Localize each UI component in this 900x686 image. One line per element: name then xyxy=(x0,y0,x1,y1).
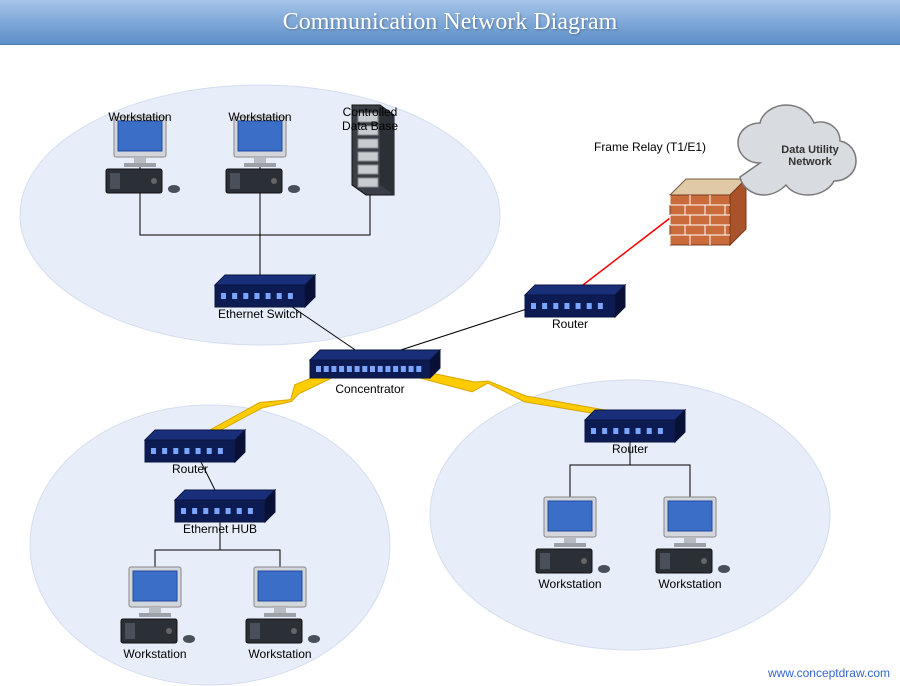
node-label: Workstation xyxy=(123,647,186,661)
node-label: Workstation xyxy=(248,647,311,661)
node-eth_hub xyxy=(175,490,275,522)
node-label: Frame Relay (T1/E1) xyxy=(594,140,706,154)
node-label: Workstation xyxy=(228,110,291,124)
node-router_top xyxy=(525,285,625,317)
node-label: Router xyxy=(172,462,208,476)
node-router_br xyxy=(585,410,685,442)
node-label: Ethernet HUB xyxy=(183,522,257,536)
node-label: Controlled xyxy=(343,105,398,119)
header-bar: Communication Network Diagram xyxy=(0,0,900,45)
node-label: Data Base xyxy=(342,119,398,133)
node-eth_switch xyxy=(215,275,315,307)
node-label: Workstation xyxy=(658,577,721,591)
node-label: Workstation xyxy=(538,577,601,591)
node-label: Workstation xyxy=(108,110,171,124)
cloud-label: Data Utility xyxy=(781,144,839,156)
footer-link[interactable]: www.conceptdraw.com xyxy=(768,666,890,680)
node-firewall xyxy=(670,179,746,245)
node-concentrator xyxy=(310,350,440,378)
node-router_bl xyxy=(145,430,245,462)
svg-layer: Data UtilityNetwork xyxy=(0,45,900,686)
node-label: Concentrator xyxy=(335,382,404,396)
diagram-canvas: Data UtilityNetwork Workstation Workstati… xyxy=(0,45,900,686)
node-label: Router xyxy=(552,317,588,331)
node-label: Ethernet Switch xyxy=(218,307,302,321)
cloud-label: Network xyxy=(788,156,832,168)
page-title: Communication Network Diagram xyxy=(283,9,618,36)
node-label: Router xyxy=(612,442,648,456)
